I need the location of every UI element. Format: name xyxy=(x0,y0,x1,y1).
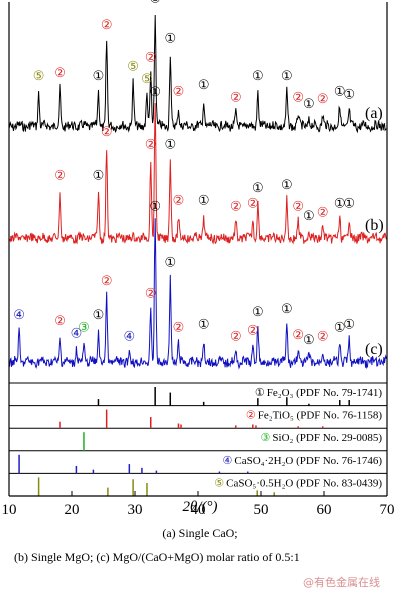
peak-marker: ① xyxy=(198,192,210,207)
peak-marker: ② xyxy=(230,199,242,214)
x-tick-label: 30 xyxy=(128,502,143,518)
caption-a: (a) Single CaO; xyxy=(162,526,238,540)
peak-marker: ① xyxy=(252,180,264,195)
series-label: (b) xyxy=(365,217,384,234)
xrd-pattern-line xyxy=(8,102,387,245)
x-tick-label: 60 xyxy=(317,502,332,518)
peak-marker: ② xyxy=(145,285,157,300)
peak-marker: ② xyxy=(173,192,185,207)
peak-marker: ② xyxy=(145,137,157,152)
peak-marker: ② xyxy=(317,329,329,344)
peak-marker: ④ xyxy=(71,326,83,341)
peak-marker: ② xyxy=(292,90,304,105)
peak-marker: ② xyxy=(173,319,185,334)
peak-marker: ① xyxy=(334,83,346,98)
peak-marker: ① xyxy=(343,87,355,102)
peak-marker: ② xyxy=(292,199,304,214)
peak-marker: ① xyxy=(149,0,161,5)
peak-marker: ① xyxy=(93,168,105,183)
peak-marker: ① xyxy=(93,307,105,322)
reference-label: ① Fe₂O₃ (PDF No. 79-1741) xyxy=(255,387,382,399)
peak-marker: ① xyxy=(164,137,176,152)
reference-panels: ① Fe₂O₃ (PDF No. 79-1741) ② Fe₂TiO₅ (PDF No… xyxy=(9,382,387,497)
x-tick-label: 70 xyxy=(380,502,395,518)
peak-marker: ② xyxy=(292,327,304,342)
xrd-figure: (a)⑤②①②⑤⑤②①①②①②①①②①②①①(b)②①②②①①②①②②①①②①②… xyxy=(2,0,395,518)
peak-marker: ① xyxy=(281,177,293,192)
caption-b: (b) Single MgO; (c) MgO/(CaO+MgO) molar … xyxy=(14,550,300,564)
reference-label: ⑤ CaSO₅·0.5H₂O (PDF No. 83-0439) xyxy=(214,477,382,489)
peak-marker: ② xyxy=(101,273,113,288)
peak-marker: ② xyxy=(54,313,66,328)
peak-marker: ② xyxy=(247,323,259,338)
peak-marker: ② xyxy=(173,83,185,98)
peak-marker: ① xyxy=(252,68,264,83)
peak-marker: ① xyxy=(303,96,315,111)
peak-marker: ⑤ xyxy=(127,59,139,74)
peak-marker: ① xyxy=(343,195,355,210)
peak-marker: ④ xyxy=(124,329,136,344)
peak-marker: ⑤ xyxy=(141,71,153,86)
peak-marker: ② xyxy=(101,17,113,32)
peak-marker: ① xyxy=(334,195,346,210)
peak-marker: ② xyxy=(101,124,113,139)
xrd-traces: (a)⑤②①②⑤⑤②①①②①②①①②①②①①(b)②①②②①①②①②②①①②①②… xyxy=(8,0,387,370)
peak-marker: ① xyxy=(164,31,176,46)
watermark: @有色金属在线 xyxy=(303,576,380,589)
x-tick-label: 10 xyxy=(2,502,17,518)
reference-label: ③ SiO₂ (PDF No. 29-0085) xyxy=(261,432,383,444)
reference-label: ② Fe₂TiO₅ (PDF No. 76-1158) xyxy=(246,410,382,422)
peak-marker: ② xyxy=(230,90,242,105)
reference-label: ④ CaSO₄·2H₂O (PDF No. 76-1746) xyxy=(223,455,383,467)
peak-marker: ③ xyxy=(78,319,90,334)
peak-marker: ① xyxy=(149,199,161,214)
peak-marker: ① xyxy=(198,316,210,331)
x-axis: 10 20 30 40 50 60 70 xyxy=(2,2,395,518)
x-tick-label: 50 xyxy=(254,502,269,518)
peak-marker: ① xyxy=(281,301,293,316)
peak-marker: ⑤ xyxy=(33,68,45,83)
peak-marker: ① xyxy=(303,208,315,223)
peak-marker: ① xyxy=(343,316,355,331)
series-label: (a) xyxy=(365,105,383,122)
peak-marker: ④ xyxy=(13,307,25,322)
peak-marker: ② xyxy=(54,168,66,183)
x-tick-label: 20 xyxy=(65,502,80,518)
peak-marker: ① xyxy=(93,68,105,83)
peak-marker: ① xyxy=(252,304,264,319)
peak-marker: ② xyxy=(317,205,329,220)
peak-marker: ① xyxy=(149,84,161,99)
xrd-pattern-line xyxy=(8,218,387,370)
peak-marker: ① xyxy=(198,77,210,92)
peak-marker: ① xyxy=(334,319,346,334)
peak-marker: ② xyxy=(145,49,157,64)
xrd-pattern-line xyxy=(8,14,387,134)
series-label: (c) xyxy=(365,341,383,358)
peak-marker: ① xyxy=(281,68,293,83)
peak-marker: ① xyxy=(303,332,315,347)
x-tick-label: 40 xyxy=(191,502,206,518)
peak-marker: ② xyxy=(247,195,259,210)
peak-marker: ① xyxy=(164,254,176,269)
peak-marker: ② xyxy=(230,329,242,344)
peak-marker: ② xyxy=(54,65,66,80)
peak-marker: ② xyxy=(317,91,329,106)
x-axis-label: 2θ/(°) xyxy=(182,499,217,515)
